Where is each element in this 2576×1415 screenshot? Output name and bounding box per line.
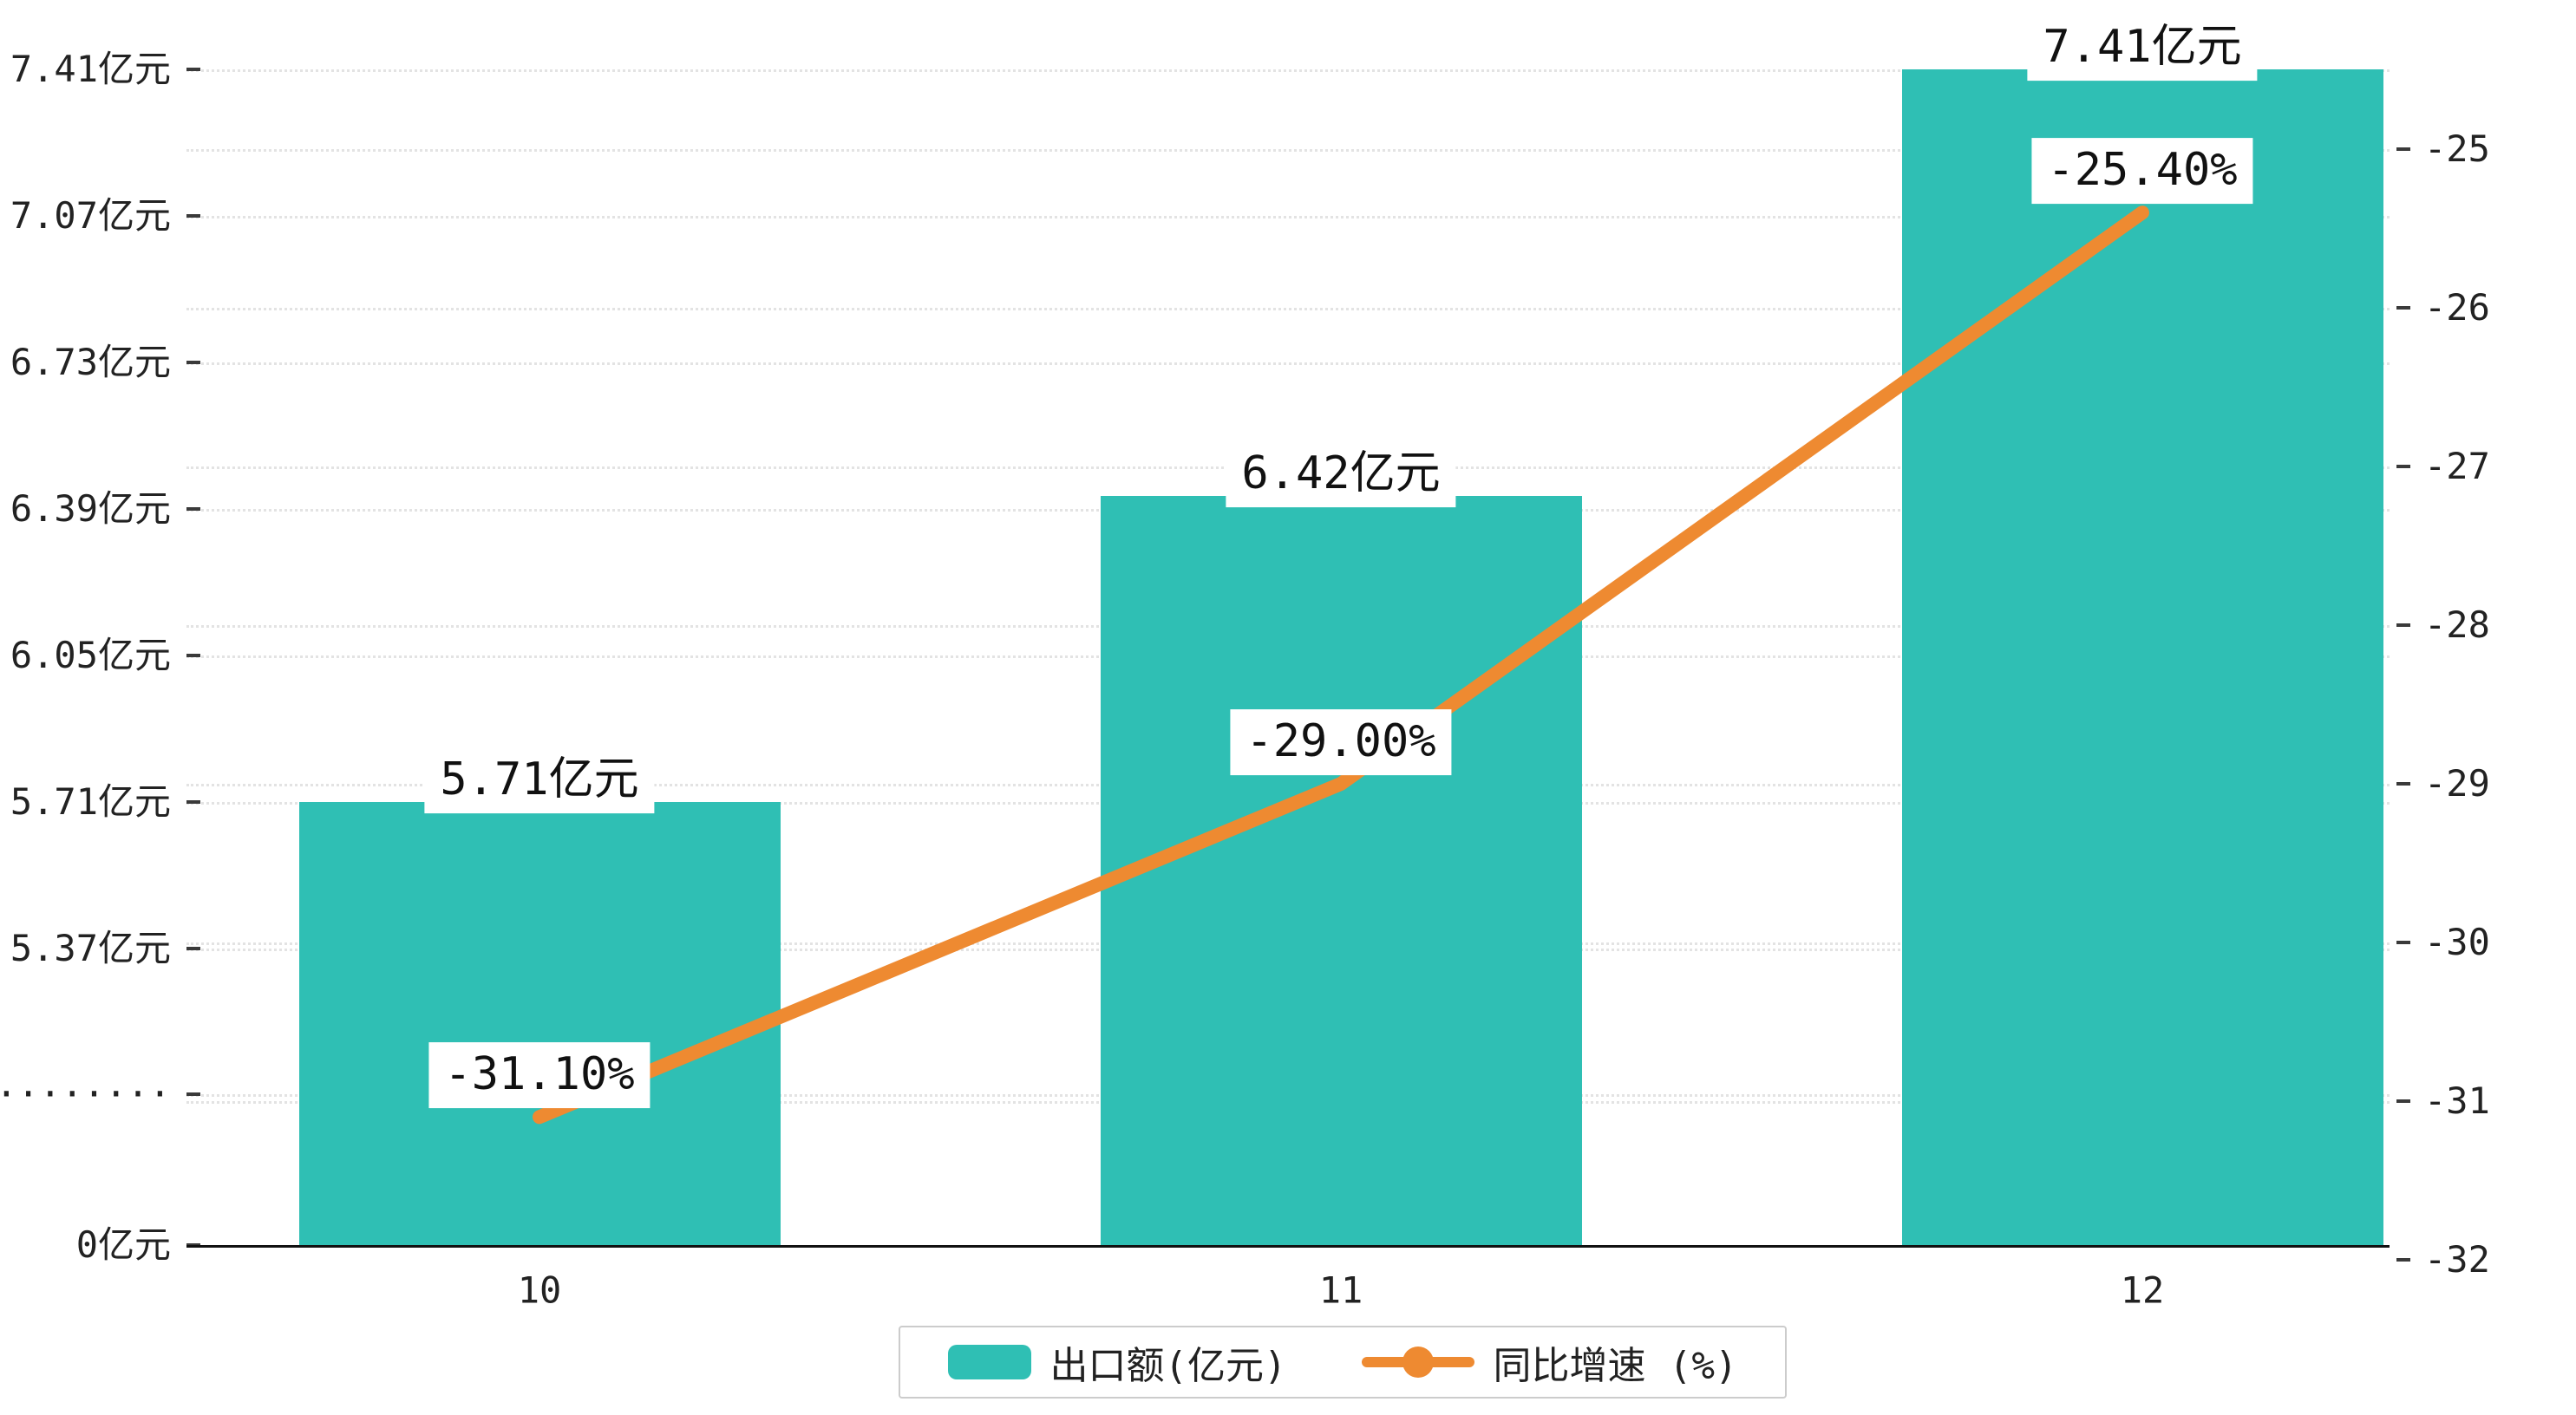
y-axis-tick-label: 6.73亿元 [10, 341, 171, 383]
y-axis-tick-label: ········· [0, 1073, 171, 1115]
gridline [186, 149, 2390, 152]
bar-swatch-icon [947, 1345, 1031, 1379]
y-axis-tick-label: 7.07亿元 [10, 194, 171, 237]
y-axis-tick-label: -30 [2424, 921, 2490, 963]
y-axis-tick-label: 5.37亿元 [10, 927, 171, 969]
bar-value-label: 7.41亿元 [2027, 15, 2258, 81]
x-axis-category-label: 12 [2120, 1268, 2165, 1312]
y-axis-tick [186, 214, 200, 218]
y-axis-tick-label: -29 [2424, 762, 2490, 805]
line-dot-icon [1402, 1347, 1434, 1378]
y-axis-tick-label: -31 [2424, 1079, 2490, 1122]
y-axis-tick [2396, 465, 2410, 468]
legend-item-export-value[interactable]: 出口额(亿元) [947, 1334, 1287, 1390]
x-axis-category-label: 10 [517, 1268, 562, 1312]
y-axis-tick [2396, 1258, 2410, 1262]
y-axis-tick-label: 6.39亿元 [10, 487, 171, 530]
y-axis-tick [186, 1092, 200, 1096]
line-dot-swatch-icon [1361, 1347, 1474, 1378]
y-axis-tick-label: 5.71亿元 [10, 780, 171, 823]
gridline [186, 69, 2390, 72]
y-axis-tick-label: 6.05亿元 [10, 634, 171, 676]
y-axis-tick-label: 7.41亿元 [10, 48, 171, 90]
x-axis-line [186, 1245, 2390, 1248]
y-axis-tick-label: 0亿元 [75, 1223, 171, 1266]
legend-label: 同比增速 (%) [1493, 1344, 1738, 1388]
y-axis-tick [186, 947, 200, 950]
y-axis-tick [186, 68, 200, 71]
y-axis-tick [186, 800, 200, 804]
line-value-label: -25.40% [2031, 138, 2253, 205]
y-axis-tick-label: -27 [2424, 445, 2490, 487]
y-axis-tick [186, 361, 200, 364]
y-axis-tick-label: -28 [2424, 603, 2490, 646]
line-value-label: -29.00% [1230, 709, 1452, 775]
y-axis-tick-label: -26 [2424, 286, 2490, 329]
legend-label: 出口额(亿元) [1049, 1344, 1287, 1388]
y-axis-tick-label: -32 [2424, 1238, 2490, 1281]
y-axis-tick [2396, 782, 2410, 786]
y-axis-tick [2396, 623, 2410, 627]
y-axis-tick-label: -25 [2424, 127, 2490, 170]
legend: 出口额(亿元) 同比增速 (%) [899, 1326, 1787, 1399]
x-axis-category-label: 11 [1318, 1268, 1363, 1312]
y-axis-tick [2396, 306, 2410, 310]
legend-item-growth-rate[interactable]: 同比增速 (%) [1361, 1334, 1738, 1390]
y-axis-tick [2396, 941, 2410, 944]
y-axis-tick [186, 507, 200, 511]
y-axis-tick [2396, 147, 2410, 151]
y-axis-tick [2396, 1099, 2410, 1103]
bar-value-label: 5.71亿元 [424, 747, 655, 813]
y-axis-tick [186, 654, 200, 657]
bar-value-label: 6.42亿元 [1226, 441, 1456, 507]
line-value-label: -31.10% [428, 1042, 651, 1109]
